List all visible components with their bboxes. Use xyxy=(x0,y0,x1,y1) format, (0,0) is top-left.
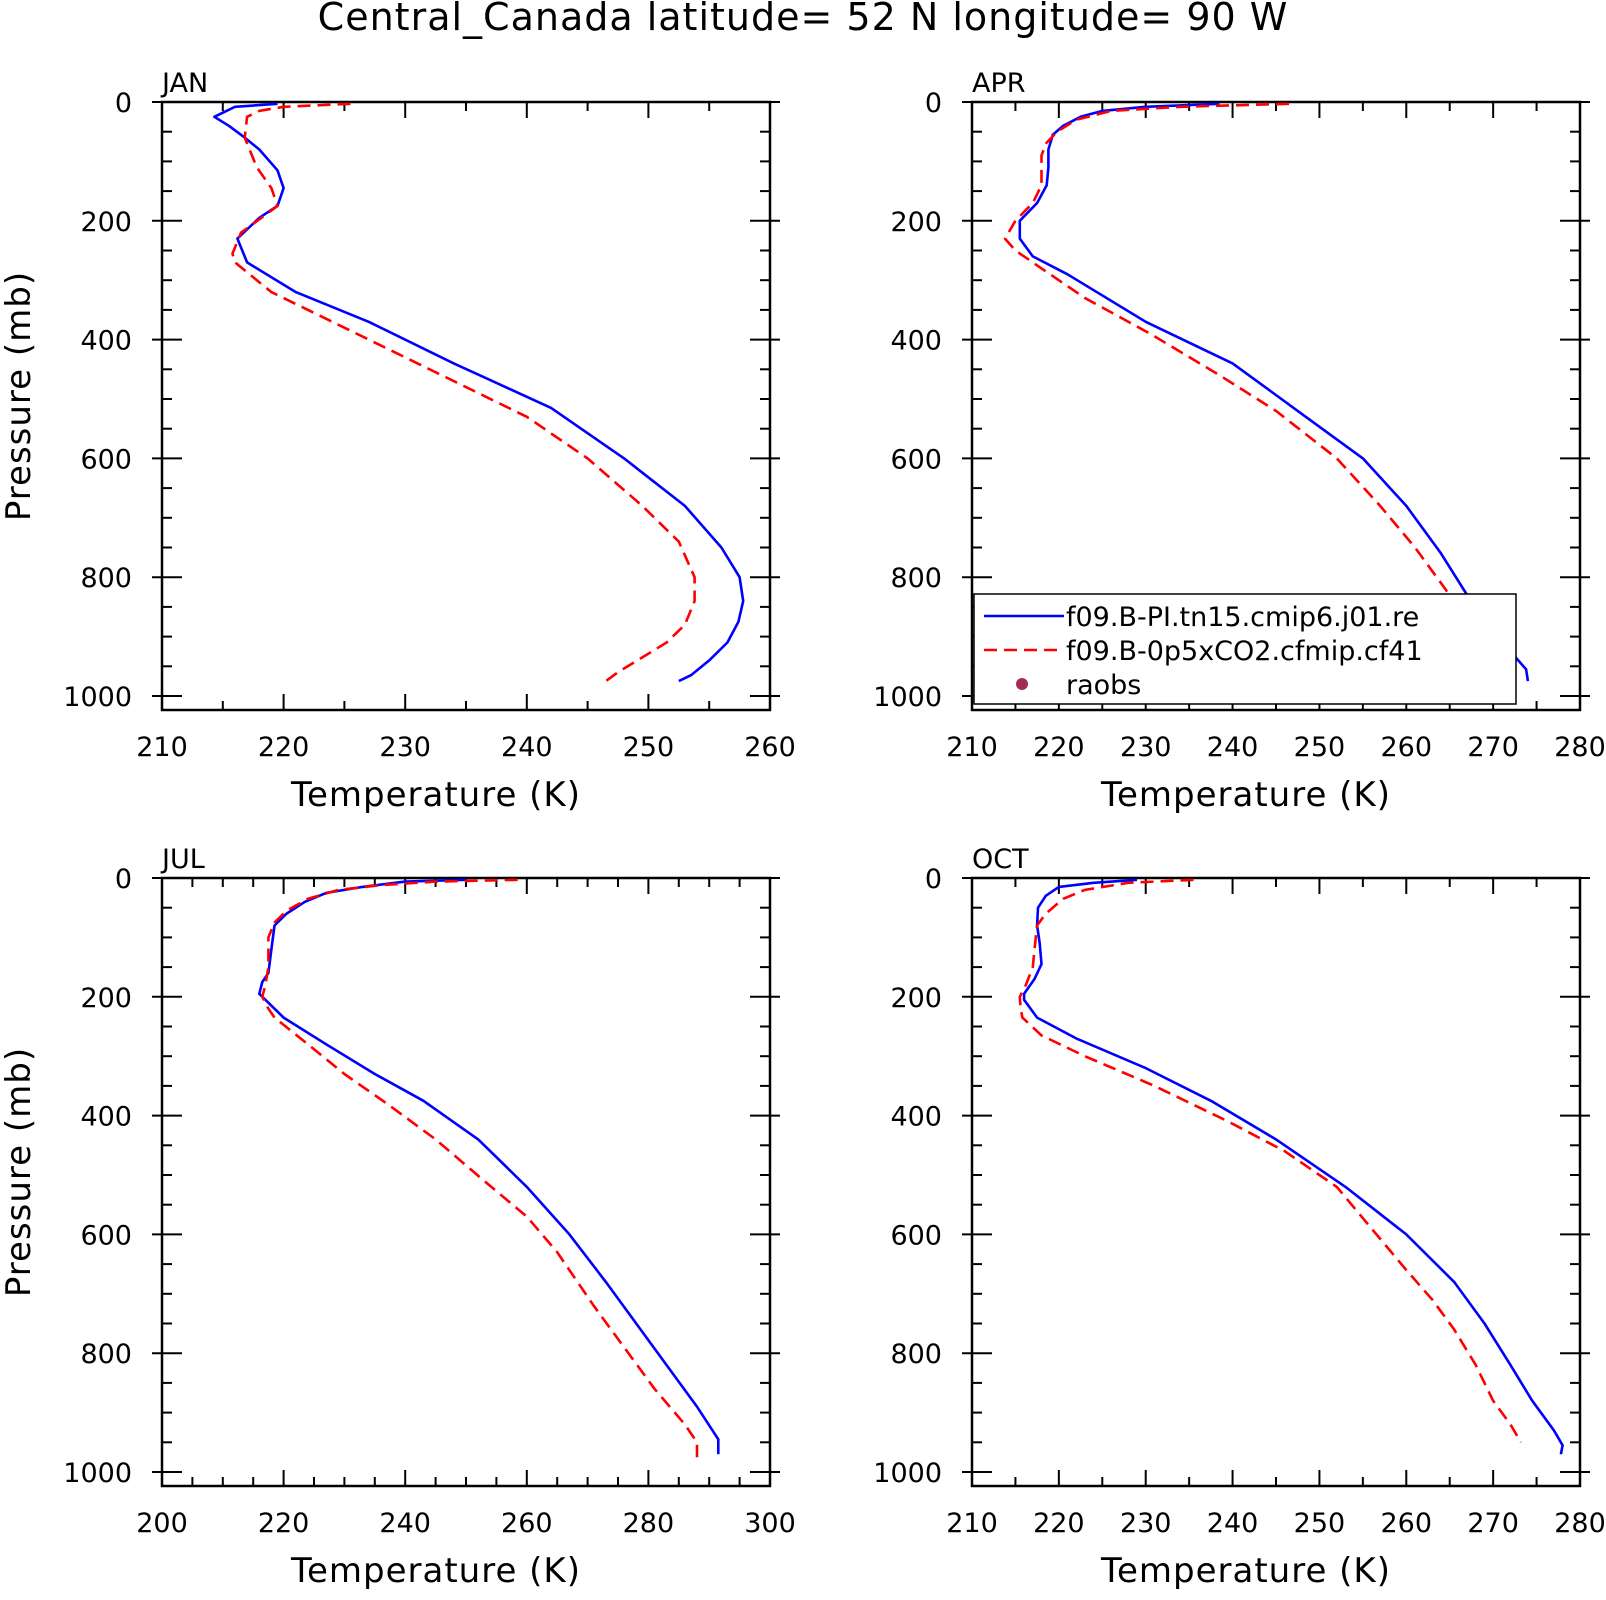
panels-group: JAN 210 220 230 240 250 260 0 200 400 600 800 1000 Te… xyxy=(0,68,1606,1591)
y-tick-label: 800 xyxy=(80,1339,132,1370)
y-tick-label: 600 xyxy=(80,1220,132,1251)
y-tick-label: 400 xyxy=(80,1102,132,1133)
figure-title: Central_Canada latitude= 52 N longitude=… xyxy=(318,0,1289,39)
plot-frame xyxy=(160,100,772,712)
panel-jul: JUL 200 220 240 260 280 300 0 200 400 600 800 1000 Te… xyxy=(0,844,796,1591)
series-line-co2 xyxy=(261,878,699,1458)
y-tick-label: 1000 xyxy=(63,682,132,713)
series-line-co2 xyxy=(1018,878,1523,1443)
x-tick-label: 250 xyxy=(1294,1508,1346,1539)
y-axis-label: Pressure (mb) xyxy=(0,1047,39,1297)
y-tick-label: 600 xyxy=(890,1220,942,1251)
y-tick-label: 200 xyxy=(80,207,132,238)
x-tick-label: 260 xyxy=(744,732,796,763)
panel-jan: JAN 210 220 230 240 250 260 0 200 400 600 800 1000 Te… xyxy=(0,68,796,815)
x-tick-label: 280 xyxy=(623,1508,675,1539)
y-tick-label: 800 xyxy=(890,1339,942,1370)
x-tick-label: 200 xyxy=(136,1508,188,1539)
x-tick-label: 240 xyxy=(379,1508,431,1539)
x-tick-label: 250 xyxy=(623,732,675,763)
x-tick-label: 280 xyxy=(1554,732,1606,763)
x-tick-label: 220 xyxy=(258,1508,310,1539)
y-tick-label: 400 xyxy=(890,1102,942,1133)
y-tick-label: 400 xyxy=(80,326,132,357)
legend-box xyxy=(973,593,1517,705)
x-tick-label: 260 xyxy=(1381,732,1433,763)
y-tick-label: 600 xyxy=(890,444,942,475)
x-axis-label: Temperature (K) xyxy=(1100,775,1391,815)
y-tick-label: 1000 xyxy=(63,1458,132,1489)
series-line-pi xyxy=(1022,878,1564,1455)
x-tick-label: 210 xyxy=(946,1508,998,1539)
x-tick-label: 260 xyxy=(1381,1508,1433,1539)
x-tick-label: 240 xyxy=(501,732,553,763)
panel-label: JUL xyxy=(160,844,205,875)
panel-label: OCT xyxy=(972,844,1029,875)
x-tick-label: 220 xyxy=(1033,732,1085,763)
x-tick-label: 260 xyxy=(501,1508,553,1539)
series-line-co2 xyxy=(1003,102,1499,682)
x-tick-label: 230 xyxy=(1120,732,1172,763)
x-axis-label: Temperature (K) xyxy=(290,775,581,815)
y-tick-label: 0 xyxy=(115,864,132,895)
y-tick-label: 800 xyxy=(80,563,132,594)
x-tick-label: 250 xyxy=(1294,732,1346,763)
legend-marker-raobs xyxy=(1016,678,1028,690)
x-tick-label: 280 xyxy=(1554,1508,1606,1539)
y-tick-label: 0 xyxy=(925,88,942,119)
series-line-pi xyxy=(213,102,745,683)
y-tick-label: 0 xyxy=(925,864,942,895)
x-tick-label: 270 xyxy=(1467,1508,1519,1539)
legend-entry-label: f09.B-PI.tn15.cmip6.j01.re xyxy=(1066,602,1419,633)
x-tick-label: 230 xyxy=(1120,1508,1172,1539)
y-tick-label: 200 xyxy=(890,983,942,1014)
x-tick-label: 240 xyxy=(1207,1508,1259,1539)
x-tick-label: 300 xyxy=(744,1508,796,1539)
y-tick-label: 400 xyxy=(890,326,942,357)
y-tick-label: 600 xyxy=(80,444,132,475)
panel-label: APR xyxy=(972,68,1026,99)
panel-apr: APR 210 220 230 240 250 260 270 280 0 200 400 600 800… xyxy=(873,68,1605,815)
panel-label: JAN xyxy=(160,68,208,99)
x-tick-label: 210 xyxy=(946,732,998,763)
x-tick-label: 220 xyxy=(1033,1508,1085,1539)
x-axis-label: Temperature (K) xyxy=(290,1551,581,1591)
series-line-pi xyxy=(258,878,720,1455)
series-line-co2 xyxy=(231,102,696,683)
panel-oct: OCT 210 220 230 240 250 260 270 280 0 200 400 600 800… xyxy=(873,844,1605,1591)
legend-entry-label: raobs xyxy=(1066,670,1141,701)
y-tick-label: 200 xyxy=(890,207,942,238)
y-tick-label: 1000 xyxy=(873,1458,942,1489)
x-axis-label: Temperature (K) xyxy=(1100,1551,1391,1591)
x-tick-label: 240 xyxy=(1207,732,1259,763)
y-tick-label: 1000 xyxy=(873,682,942,713)
x-tick-label: 230 xyxy=(379,732,431,763)
x-tick-label: 270 xyxy=(1467,732,1519,763)
x-tick-label: 210 xyxy=(136,732,188,763)
y-tick-label: 200 xyxy=(80,983,132,1014)
legend: f09.B-PI.tn15.cmip6.j01.ref09.B-0p5xCO2.… xyxy=(973,593,1517,705)
plot-frame xyxy=(160,876,772,1488)
x-tick-label: 220 xyxy=(258,732,310,763)
y-axis-label: Pressure (mb) xyxy=(0,271,39,521)
y-tick-label: 800 xyxy=(890,563,942,594)
legend-entry-label: f09.B-0p5xCO2.cfmip.cf41 xyxy=(1066,636,1423,667)
y-tick-label: 0 xyxy=(115,88,132,119)
